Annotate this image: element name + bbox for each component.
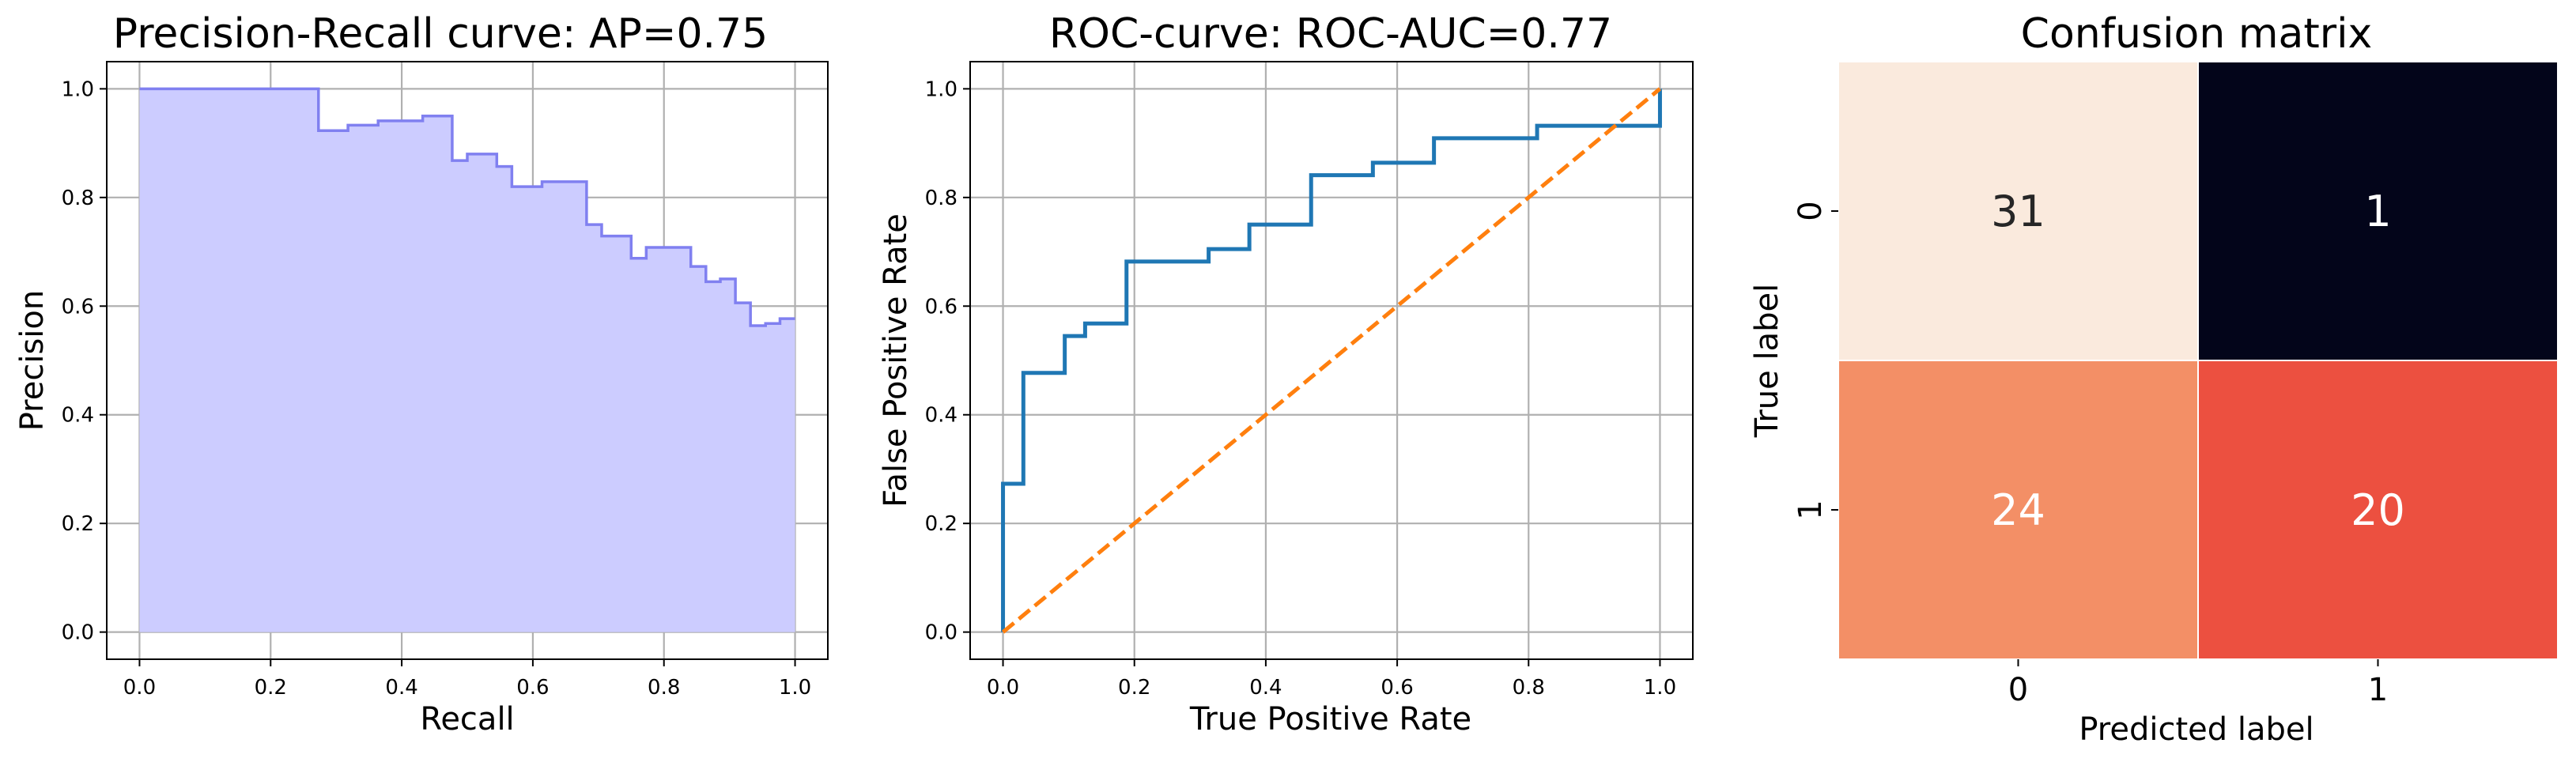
pr-y-tick-label: 0.6 [62, 295, 94, 319]
pr-x-tick-label: 0.6 [516, 676, 549, 700]
pr-y-tick-label: 0.8 [62, 187, 94, 210]
roc-x-tick-label: 0.8 [1513, 676, 1545, 700]
pr-y-tick-label: 0.0 [62, 621, 94, 645]
pr-x-axis-label: Recall [420, 701, 514, 737]
roc-x-tick-label: 0.6 [1381, 676, 1413, 700]
pr-plot-area [139, 87, 795, 632]
pr-y-tick-label: 0.2 [62, 512, 94, 536]
cm-y-axis-label: True label [1749, 284, 1785, 438]
roc-y-tick-label: 0.2 [925, 512, 958, 536]
cm-cell-value: 24 [1991, 485, 2045, 535]
roc-title: ROC-curve: ROC-AUC=0.77 [1049, 10, 1612, 58]
roc-x-tick-label: 0.4 [1249, 676, 1282, 700]
roc-axes-frame [969, 61, 1694, 660]
cm-cell [2197, 61, 2559, 361]
pr-step-line [139, 87, 795, 327]
roc-x-axis-label: True Positive Rate [1189, 701, 1471, 737]
roc-y-tick-label: 1.0 [925, 77, 958, 101]
roc-y-tick-label: 0.4 [925, 404, 958, 428]
pr-y-tick-label: 0.4 [62, 404, 94, 428]
confusion-matrix-panel: Confusion matrix 31 1 24 20 0 1 0 1 Predicted … [1749, 10, 2559, 748]
cm-cell-value: 31 [1991, 187, 2045, 236]
roc-y-tick-label: 0.8 [925, 187, 958, 210]
roc-chance-line [1001, 87, 1662, 634]
pr-ticks: 0.0 0.2 0.4 0.6 0.8 1.0 0.0 0.2 0.4 0.6 0.8 1.0 [62, 77, 812, 700]
cm-ticks: 0 1 0 1 [1792, 201, 2388, 708]
pr-y-tick-label: 1.0 [62, 77, 94, 101]
roc-y-tick-label: 0.0 [925, 621, 958, 645]
cm-cell-value: 1 [2364, 187, 2391, 236]
roc-panel: ROC-curve: ROC-AUC=0.77 0.0 0.2 0.4 0.6 0.8 1… [878, 10, 1694, 737]
pr-x-tick-label: 1.0 [779, 676, 811, 700]
roc-ticks: 0.0 0.2 0.4 0.6 0.8 1.0 0.0 0.2 0.4 0.6 0.8 1.0 [925, 77, 1676, 700]
pr-area-fill [139, 89, 795, 632]
pr-x-tick-label: 0.8 [648, 676, 680, 700]
cm-cell-value: 20 [2351, 485, 2405, 535]
cm-x-axis-label: Predicted label [2079, 711, 2313, 748]
precision-recall-panel: Precision-Recall curve: AP=0.75 0.0 0.2 0.… [14, 10, 829, 737]
pr-x-tick-label: 0.2 [255, 676, 287, 700]
roc-x-tick-label: 0.0 [987, 676, 1019, 700]
roc-gridlines [970, 62, 1693, 659]
cm-cell [2197, 360, 2559, 660]
roc-plot-area [1001, 87, 1662, 634]
cm-x-tick-label: 1 [2368, 672, 2388, 708]
roc-curve-line [1001, 89, 1662, 632]
roc-y-axis-label: False Positive Rate [878, 213, 914, 507]
cm-y-tick-label: 0 [1792, 201, 1829, 221]
roc-y-tick-label: 0.6 [925, 295, 958, 319]
cm-x-tick-label: 0 [2008, 672, 2028, 708]
pr-x-tick-label: 0.0 [123, 676, 156, 700]
pr-y-axis-label: Precision [14, 290, 51, 431]
cm-cell [1838, 360, 2199, 660]
pr-x-tick-label: 0.4 [385, 676, 417, 700]
cm-cells: 31 1 24 20 [1838, 61, 2559, 660]
cm-title: Confusion matrix [2021, 10, 2373, 58]
roc-x-tick-label: 0.2 [1118, 676, 1150, 700]
roc-x-tick-label: 1.0 [1644, 676, 1676, 700]
cm-y-tick-label: 1 [1792, 500, 1829, 519]
pr-title: Precision-Recall curve: AP=0.75 [113, 10, 768, 58]
pr-axes-frame [106, 61, 829, 660]
cm-cell [1838, 61, 2199, 361]
